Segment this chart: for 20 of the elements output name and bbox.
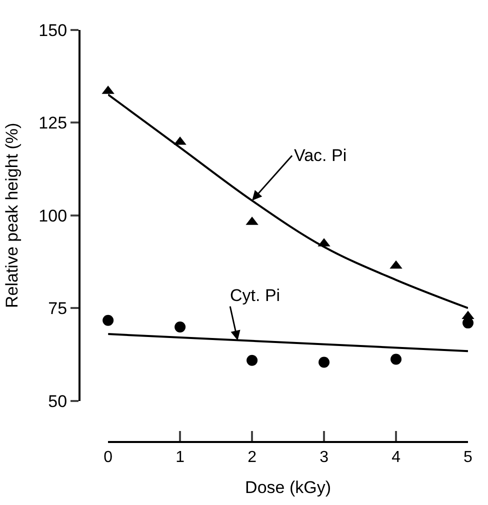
y-axis-title: Relative peak height (%) bbox=[2, 122, 22, 308]
y-tick-label: 150 bbox=[38, 20, 68, 40]
x-tick-label: 0 bbox=[104, 449, 113, 466]
point bbox=[246, 354, 258, 366]
point bbox=[390, 354, 402, 365]
annotation: Cyt. Pi bbox=[230, 286, 280, 305]
point bbox=[102, 314, 114, 326]
x-tick-label: 3 bbox=[320, 449, 329, 466]
x-axis-title: Dose (kGy) bbox=[245, 478, 332, 498]
y-tick-label: 50 bbox=[48, 392, 68, 411]
y-tick-label: 125 bbox=[38, 114, 68, 133]
point bbox=[174, 322, 186, 333]
x-tick-label: 5 bbox=[464, 449, 473, 466]
y-tick-label: 100 bbox=[38, 206, 68, 226]
y-tick-label: 75 bbox=[48, 299, 68, 318]
x-tick-label: 2 bbox=[248, 449, 257, 466]
point bbox=[318, 356, 330, 368]
x-tick-label: 4 bbox=[392, 449, 401, 466]
x-tick-label: 1 bbox=[176, 449, 185, 466]
annotation: Vac. Pi bbox=[294, 146, 347, 165]
